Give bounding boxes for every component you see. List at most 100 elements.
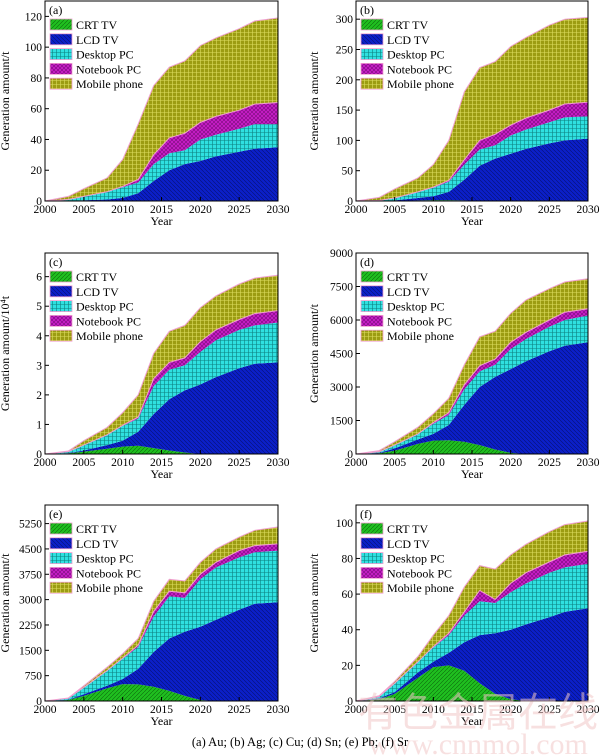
x-tick-label: 2025 xyxy=(538,204,561,216)
legend-label: CRT TV xyxy=(76,522,118,536)
y-tick-label: 0 xyxy=(347,696,353,708)
figure-caption: (a) Au; (b) Ag; (c) Cu; (d) Sn; (e) Pb; … xyxy=(192,735,409,749)
legend-swatch-mobile-phone xyxy=(49,329,73,342)
legend-swatch-notebook-pc xyxy=(360,567,384,579)
x-tick-label: 2005 xyxy=(72,457,95,469)
y-tick-label: 1500 xyxy=(19,645,42,657)
y-tick-label: 40 xyxy=(31,134,43,146)
x-tick-label: 2015 xyxy=(150,704,173,716)
y-axis-label: Generation amount/t xyxy=(0,51,12,151)
legend-label: CRT TV xyxy=(387,522,429,536)
chart-panel-b: 0 50 100 150 200 250 300 2000 2005 2010 2015 2020 20… xyxy=(307,0,600,228)
legend-swatch-crt-tv xyxy=(49,18,73,31)
y-tick-label: 40 xyxy=(342,625,354,637)
y-tick-label: 0 xyxy=(36,696,42,708)
area-crt-tv xyxy=(45,445,278,454)
chart-panel-c: 0 1 2 3 4 5 6 2000 2005 2010 2015 2020 2025 2030 Year G… xyxy=(0,252,290,481)
area-notebook-pc xyxy=(356,551,588,701)
y-tick-label: 80 xyxy=(342,553,354,565)
x-tick-label: 2015 xyxy=(461,204,484,216)
area-desktop-pc xyxy=(356,315,588,454)
x-tick-label: 2010 xyxy=(111,704,134,716)
x-tick-label: 2030 xyxy=(267,704,290,716)
x-tick-label: 2025 xyxy=(228,704,251,716)
y-axis-label: Generation amount/t xyxy=(307,51,321,151)
y-axis-label: Generation amount/10⁴t xyxy=(0,295,12,411)
panel-label: (b) xyxy=(360,3,374,17)
x-tick-label: 2020 xyxy=(499,457,522,469)
legend-label: Desktop PC xyxy=(76,552,134,566)
x-tick-label: 2000 xyxy=(34,204,57,216)
area-lcd-tv xyxy=(45,602,278,701)
legend-label: LCD TV xyxy=(387,537,430,551)
legend-swatch-crt-tv xyxy=(360,18,384,31)
panel-label: (a) xyxy=(49,3,62,17)
x-axis-label: Year xyxy=(150,714,172,728)
legend-label: Notebook PC xyxy=(387,314,452,328)
legend-label: CRT TV xyxy=(387,270,429,284)
y-tick-label: 80 xyxy=(31,73,43,85)
legend-label: Desktop PC xyxy=(76,48,134,62)
legend-swatch-desktop-pc xyxy=(49,300,73,313)
x-axis-label: Year xyxy=(150,467,172,481)
legend-label: Mobile phone xyxy=(387,581,454,595)
area-lcd-tv xyxy=(356,608,588,701)
legend-label: Notebook PC xyxy=(76,62,141,76)
legend-swatch-lcd-tv xyxy=(49,285,73,298)
x-tick-label: 2030 xyxy=(267,204,290,216)
y-tick-label: 1500 xyxy=(330,416,353,428)
legend-swatch-crt-tv xyxy=(49,270,73,283)
x-tick-label: 2015 xyxy=(461,457,484,469)
y-tick-label: 1 xyxy=(36,419,42,431)
x-tick-label: 2010 xyxy=(111,457,134,469)
legend-label: Notebook PC xyxy=(387,62,452,76)
chart-panel-f: 0 20 40 60 80 100 2000 2005 2010 2015 2020 2025 2030… xyxy=(307,504,600,728)
x-axis-label: Year xyxy=(461,467,483,481)
legend-swatch-mobile-phone xyxy=(49,581,73,594)
legend-label: LCD TV xyxy=(387,285,430,299)
area-lcd-tv xyxy=(45,147,278,201)
legend-label: Desktop PC xyxy=(387,552,445,566)
y-tick-label: 2 xyxy=(36,390,42,402)
x-tick-label: 2005 xyxy=(383,457,406,469)
y-tick-label: 300 xyxy=(336,14,354,26)
x-tick-label: 2025 xyxy=(228,204,251,216)
legend-label: Mobile phone xyxy=(76,329,143,343)
x-tick-label: 2010 xyxy=(111,204,134,216)
legend-swatch-notebook-pc xyxy=(360,63,384,75)
x-tick-label: 2020 xyxy=(499,204,522,216)
area-lcd-tv xyxy=(356,138,588,201)
y-tick-label: 6 xyxy=(36,272,42,284)
y-tick-label: 20 xyxy=(342,660,354,672)
area-desktop-pc xyxy=(45,550,278,701)
legend-swatch-notebook-pc xyxy=(49,314,73,327)
area-desktop-pc xyxy=(356,563,588,701)
x-tick-label: 2000 xyxy=(345,704,368,716)
legend-label: Mobile phone xyxy=(387,77,454,91)
y-tick-label: 0 xyxy=(347,449,353,461)
legend-label: CRT TV xyxy=(387,18,429,32)
y-axis-label: Generation amount/t xyxy=(0,553,12,653)
legend-label: LCD TV xyxy=(76,33,119,47)
legend-label: Mobile phone xyxy=(387,329,454,343)
legend-label: Notebook PC xyxy=(76,566,141,580)
y-tick-label: 5250 xyxy=(19,519,42,531)
chart-panel-a: 0 20 40 60 80 100 120 2000 2005 2010 2015 2020 2025 2… xyxy=(0,0,290,228)
legend-swatch-notebook-pc xyxy=(49,63,73,75)
x-tick-label: 2005 xyxy=(72,204,95,216)
y-tick-label: 120 xyxy=(25,11,43,23)
legend-swatch-desktop-pc xyxy=(49,48,73,60)
x-tick-label: 2020 xyxy=(189,204,212,216)
chart-panel-d: 0 1500 3000 4500 6000 7500 9000 2000 2005 2010 201… xyxy=(307,248,600,481)
legend-label: Desktop PC xyxy=(387,300,445,314)
x-tick-label: 2005 xyxy=(383,704,406,716)
legend-swatch-mobile-phone xyxy=(360,329,384,342)
y-tick-label: 5 xyxy=(36,301,42,313)
legend-swatch-lcd-tv xyxy=(360,537,384,550)
y-tick-label: 3000 xyxy=(330,382,353,394)
legend-label: LCD TV xyxy=(387,33,430,47)
